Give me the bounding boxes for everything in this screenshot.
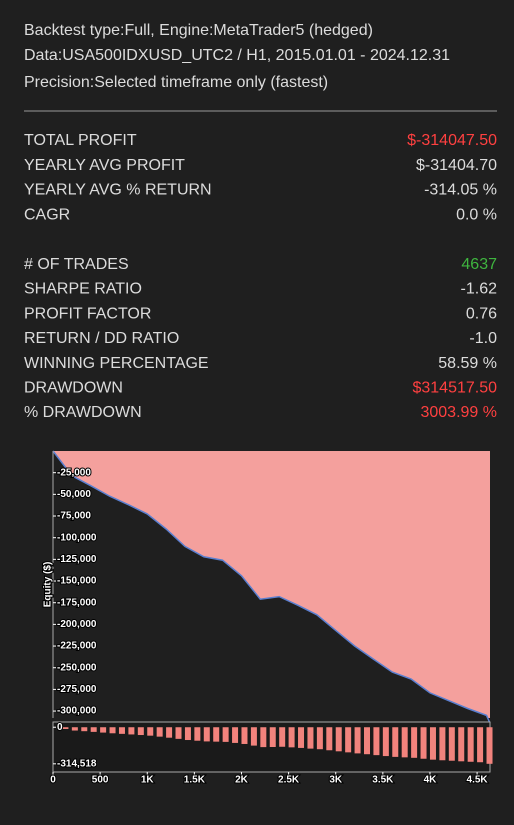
drawdown-bar — [109, 727, 116, 734]
drawdown-bar — [486, 727, 493, 764]
stat-label: DRAWDOWN — [24, 380, 123, 397]
y-tick-label: -125,000 — [57, 554, 97, 565]
drawdown-bar — [363, 727, 370, 755]
equity-line — [52, 450, 491, 724]
stat-label: # OF TRADES — [24, 256, 129, 273]
drawdown-bar — [147, 727, 154, 736]
y-tick-label: -150,000 — [57, 576, 97, 587]
stat-value: $-31404.70 — [416, 157, 497, 174]
y-tick-label: -175,000 — [57, 597, 97, 608]
y-tick-label: -75,000 — [57, 511, 91, 522]
stat-label: PROFIT FACTOR — [24, 305, 151, 322]
stat-label: YEARLY AVG PROFIT — [24, 157, 185, 174]
stat-label: RETURN / DD RATIO — [24, 330, 179, 347]
stat-value: 4637 — [461, 256, 497, 273]
drawdown-bar — [100, 727, 107, 733]
drawdown-bar — [335, 727, 342, 752]
stat-value: -1.0 — [469, 330, 497, 347]
stat-label: CAGR — [24, 206, 70, 223]
y-tick-label: 0 — [57, 722, 63, 733]
drawdown-bar — [316, 727, 323, 750]
y-axis-label: Equity ($) — [43, 562, 54, 608]
drawdown-bar — [288, 727, 295, 748]
header-line: Backtest type:Full, Engine:MetaTrader5 (… — [24, 22, 373, 39]
drawdown-bar — [373, 727, 380, 756]
stat-label: WINNING PERCENTAGE — [24, 355, 209, 372]
drawdown-bar — [184, 727, 191, 741]
drawdown-bar — [354, 727, 361, 754]
y-tick-label: -200,000 — [57, 619, 97, 630]
drawdown-bar — [213, 727, 220, 742]
drawdown-bar — [411, 727, 418, 758]
x-tick-label: 1K — [141, 775, 155, 786]
drawdown-bar — [203, 727, 210, 742]
drawdown-bar — [90, 727, 97, 732]
x-tick-label: 0 — [50, 775, 56, 786]
x-tick-label: 4.5K — [467, 775, 489, 786]
drawdown-bar — [298, 727, 305, 748]
y-tick-label: -275,000 — [57, 684, 97, 695]
y-tick-label: -25,000 — [57, 467, 91, 478]
y-tick-label: -314,518 — [57, 758, 97, 769]
stat-label: TOTAL PROFIT — [24, 132, 137, 149]
y-tick-label: -100,000 — [57, 532, 97, 543]
stat-value: 0.76 — [466, 305, 497, 322]
y-tick-label: -50,000 — [57, 489, 91, 500]
drawdown-bar — [232, 727, 239, 743]
drawdown-bar — [345, 727, 352, 753]
header-line: Precision:Selected timeframe only (faste… — [24, 74, 328, 91]
drawdown-bar — [448, 727, 455, 761]
x-tick-label: 500 — [92, 775, 109, 786]
stat-value: 0.0 % — [456, 206, 497, 223]
drawdown-bar — [166, 727, 173, 738]
drawdown-bar — [118, 727, 125, 734]
drawdown-bar — [326, 727, 333, 751]
stat-value: -314.05 % — [424, 182, 497, 199]
drawdown-bar — [175, 727, 182, 739]
drawdown-bar — [128, 727, 135, 735]
drawdown-bar — [477, 727, 484, 763]
drawdown-bar — [222, 727, 229, 742]
x-tick-label: 3K — [329, 775, 343, 786]
drawdown-bar — [458, 727, 465, 762]
stat-value: $314517.50 — [412, 380, 497, 397]
drawdown-bar — [401, 727, 408, 758]
x-tick-label: 3.5K — [372, 775, 394, 786]
header-line: Data:USA500IDXUSD_UTC2 / H1, 2015.01.01 … — [24, 47, 450, 64]
stat-label: YEARLY AVG % RETURN — [24, 182, 212, 199]
y-tick-label: -225,000 — [57, 641, 97, 652]
area-below — [53, 451, 490, 724]
stat-value: 58.59 % — [438, 355, 497, 372]
drawdown-bar — [429, 727, 436, 760]
drawdown-bar — [307, 727, 314, 749]
drawdown-bar — [420, 727, 427, 759]
drawdown-bar — [81, 727, 88, 732]
drawdown-bar — [137, 727, 144, 736]
drawdown-bar — [71, 727, 78, 731]
stat-label: % DRAWDOWN — [24, 404, 142, 421]
stat-label: SHARPE RATIO — [24, 281, 142, 298]
drawdown-bar — [194, 727, 201, 741]
x-tick-label: 2K — [235, 775, 249, 786]
x-tick-label: 2.5K — [278, 775, 300, 786]
y-tick-label: -300,000 — [57, 706, 97, 717]
x-tick-label: 1.5K — [184, 775, 206, 786]
drawdown-bar — [62, 727, 69, 729]
x-tick-label: 4K — [424, 775, 438, 786]
y-tick-label: -250,000 — [57, 662, 97, 673]
drawdown-bar — [250, 727, 257, 746]
drawdown-bar — [382, 727, 389, 757]
drawdown-bar — [439, 727, 446, 761]
stat-value: 3003.99 % — [420, 404, 497, 421]
drawdown-bar — [260, 727, 267, 748]
drawdown-bar — [269, 727, 276, 747]
drawdown-bar — [392, 727, 399, 757]
drawdown-bar — [467, 727, 474, 762]
drawdown-bar — [241, 727, 248, 744]
stat-value: -1.62 — [461, 281, 498, 298]
stat-value: $-314047.50 — [407, 132, 497, 149]
drawdown-bar — [279, 727, 286, 747]
drawdown-bar — [156, 727, 163, 737]
